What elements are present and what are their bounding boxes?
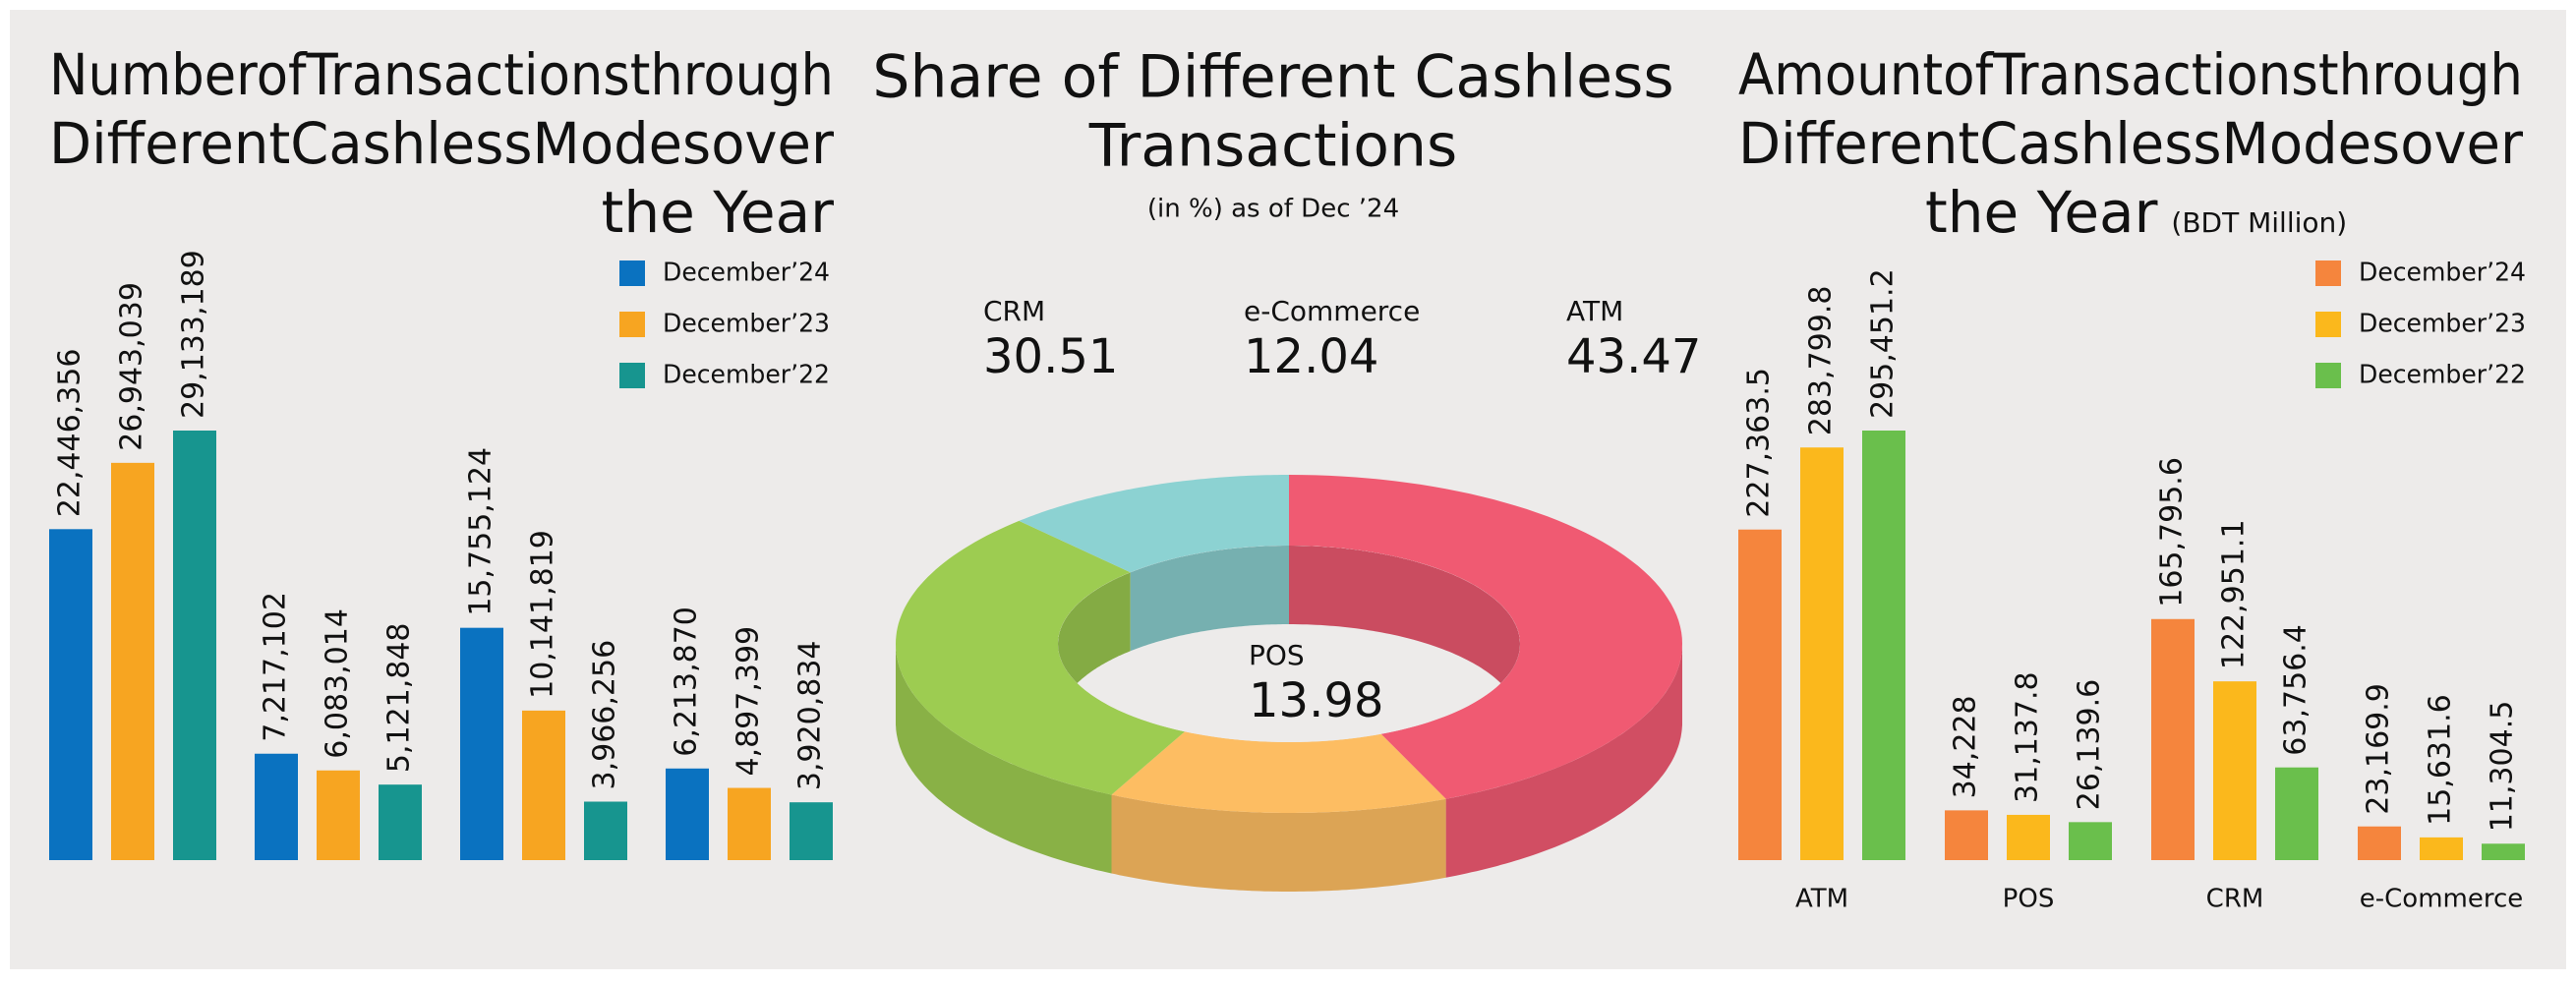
value-label: 15,755,124 [464,447,498,616]
bar [173,431,216,860]
value-label: 295,451.2 [1866,268,1901,419]
chart-title: DifferentCashlessModesover [49,110,834,177]
bar [2420,837,2463,860]
legend-swatch [2315,260,2341,286]
chart-subtitle: (in %) as of Dec ’24 [1147,195,1399,224]
chart-title: AmountofTransactionsthrough [1738,41,2523,108]
chart-title: the Year [1925,179,2158,246]
slice-value: 13.98 [1249,673,1383,728]
value-label: 227,363.5 [1742,368,1777,518]
chart-title: DifferentCashlessModesover [1738,110,2523,177]
legend-swatch [2315,363,2341,388]
value-label: 6,213,870 [670,607,704,757]
bar [2358,826,2401,860]
bar [1945,810,1988,860]
value-label: 4,897,399 [732,626,766,777]
value-label: 11,304.5 [2486,701,2520,833]
chart-title: NumberofTransactionsthrough [49,41,834,108]
value-label: 122,951.1 [2217,519,2252,669]
bar [49,529,92,860]
pie-inner-side [1058,572,1131,723]
legend-swatch [619,312,645,337]
bar [111,462,154,860]
slice-value: 12.04 [1244,329,1378,384]
bar [1738,529,1782,860]
x-tick-label: POS [2003,885,2055,914]
inner-walls [1058,546,1520,723]
slice-value: 30.51 [983,329,1118,384]
bar [522,710,565,860]
bar [317,770,360,860]
slice-label: CRM [983,295,1045,327]
value-label: 26,139.6 [2073,679,2107,811]
pie-slice [896,520,1185,795]
legend-swatch [619,363,645,388]
chart-title: the Year [602,179,835,246]
bar [2007,814,2050,860]
legend-label: December’22 [2359,361,2526,390]
pie-inner-side [1289,546,1520,723]
slice-value: 43.47 [1566,329,1701,384]
bar [2069,822,2112,860]
slice-label: e-Commerce [1244,295,1420,327]
legend-label: December’22 [663,361,830,390]
value-label: 26,943,039 [115,282,149,451]
value-label: 34,228 [1949,695,1983,798]
chart-subtitle: (BDT Million) [2171,206,2347,239]
value-label: 7,217,102 [259,592,293,742]
pie-side [896,644,1112,874]
value-label: 3,966,256 [588,640,622,790]
bar [379,784,422,860]
value-label: 283,799.8 [1804,286,1839,436]
value-label: 3,920,834 [793,640,828,790]
value-label: 22,446,356 [53,349,88,518]
x-tick-label: CRM [2206,885,2264,914]
legend-swatch [619,260,645,286]
value-label: 23,169.9 [2362,683,2396,815]
bar [460,627,503,860]
bar [2482,843,2525,860]
legend-label: December’24 [663,259,830,288]
pie-slice [1289,475,1682,799]
bar [666,768,709,860]
pie-inner-side [1130,546,1289,652]
pie-side [1111,794,1446,892]
x-tick-label: ATM [1795,885,1848,914]
slice-label: ATM [1566,295,1623,327]
pie-side [1445,644,1682,878]
chart-title: Transactions [1088,112,1458,181]
bar [728,787,771,860]
value-label: 31,137.8 [2011,671,2045,803]
bar [2213,681,2256,860]
pie-slice [1111,731,1446,813]
chart-title: Share of Different Cashless [872,43,1673,112]
value-label: 29,133,189 [177,250,211,419]
value-label: 10,141,819 [526,530,560,699]
bar [255,753,298,860]
value-label: 63,756.4 [2279,624,2313,756]
bar [790,802,833,860]
slice-label: POS [1249,639,1305,671]
legend-label: December’24 [2359,259,2526,288]
x-tick-label: e-Commerce [2360,885,2524,914]
value-label: 5,121,848 [382,622,417,773]
bar [2275,767,2318,860]
pie-slice [1019,475,1289,573]
bar [1862,431,1905,860]
legend-label: December’23 [663,310,830,339]
bar [1800,447,1844,860]
bar [2151,618,2195,860]
legend-label: December’23 [2359,310,2526,339]
bar [584,801,627,860]
legend-swatch [2315,312,2341,337]
value-label: 6,083,014 [321,608,355,759]
value-label: 15,631.6 [2424,694,2458,826]
value-label: 165,795.6 [2155,457,2190,607]
